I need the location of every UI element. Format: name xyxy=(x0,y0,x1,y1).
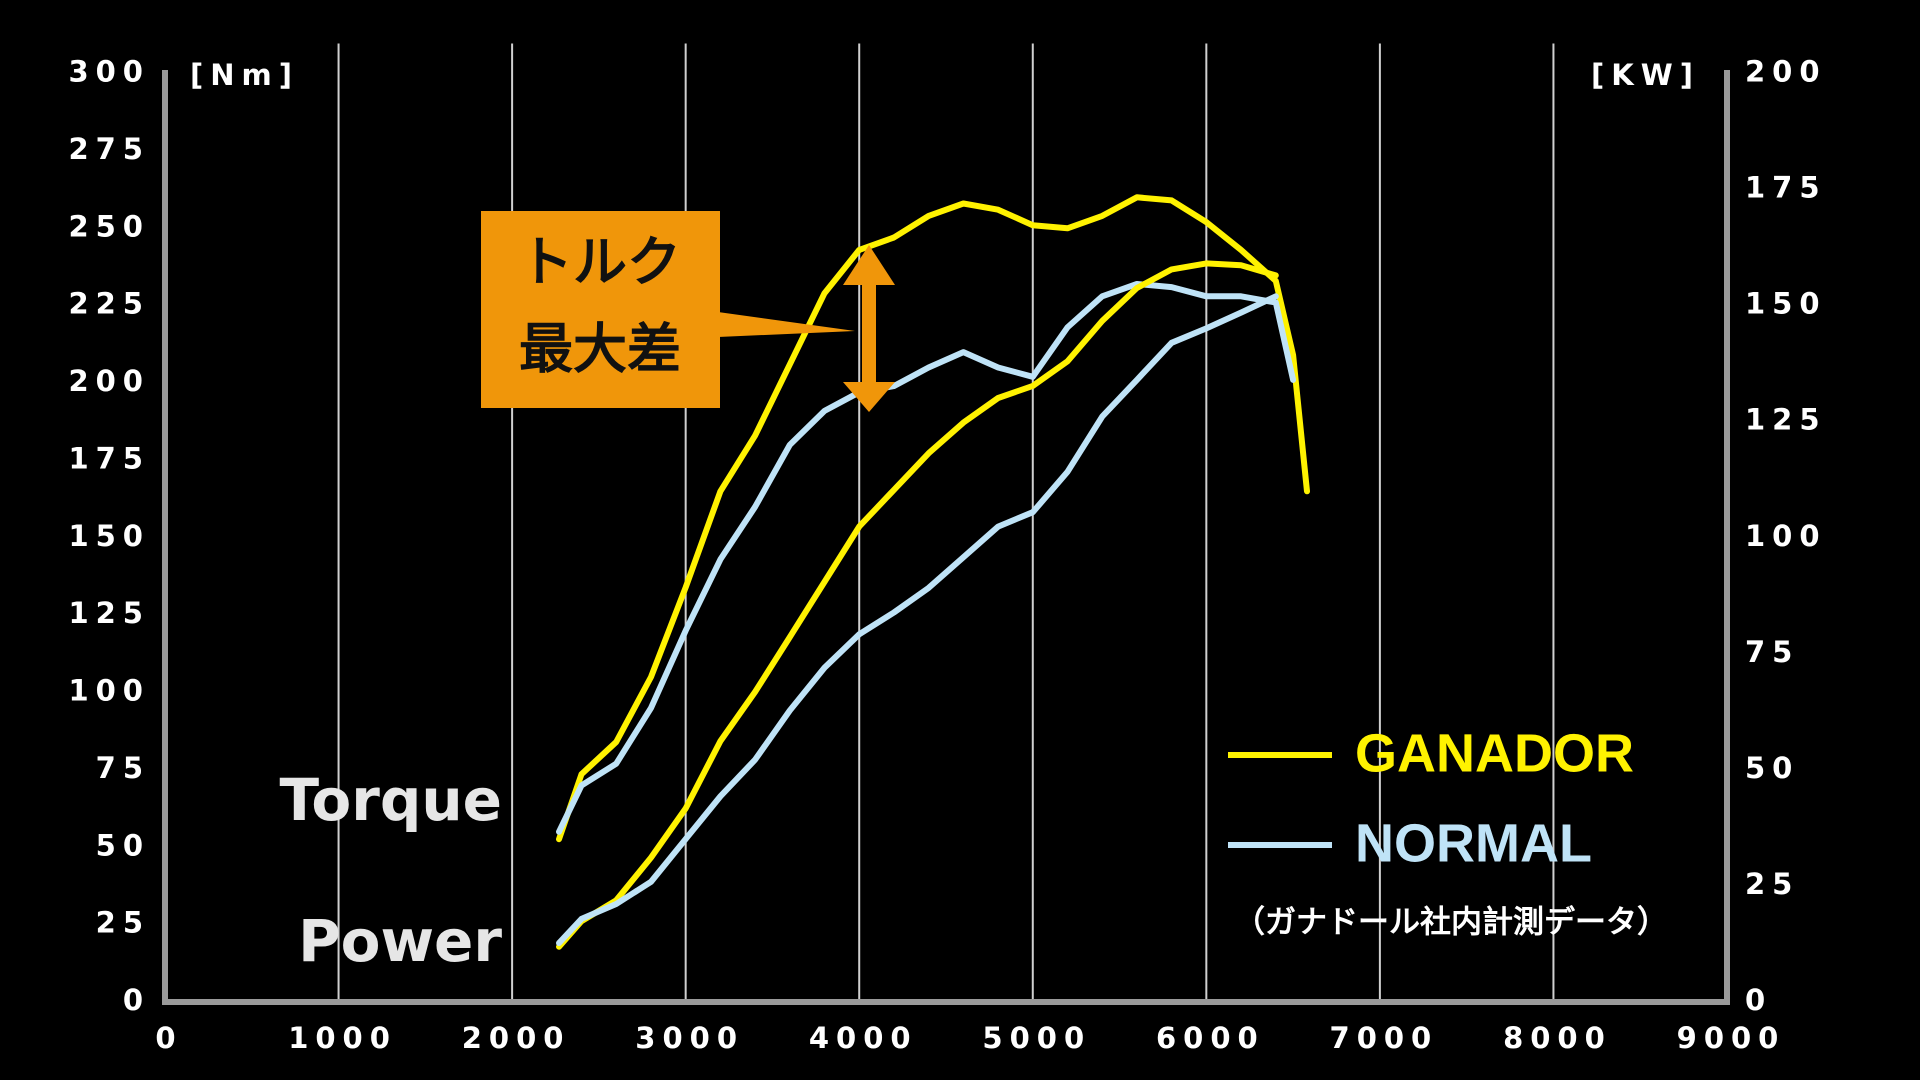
y-tick-label: 200 xyxy=(68,364,150,398)
y-axis-label: [Nm] xyxy=(190,58,299,92)
series-line xyxy=(556,194,1310,843)
series-line xyxy=(556,293,1279,946)
curve-label: Power xyxy=(298,907,502,975)
x-tick-label: 2000 xyxy=(462,1021,571,1055)
y-tick-label: 100 xyxy=(68,674,150,708)
annotation-arrowhead xyxy=(843,245,895,285)
series-line xyxy=(556,281,1297,835)
annotation-box xyxy=(481,211,720,408)
y-tick-label: 25 xyxy=(96,906,150,940)
y-tick-label: 50 xyxy=(96,828,150,862)
y2-tick-label: 100 xyxy=(1745,519,1827,553)
y-tick-label: 0 xyxy=(123,983,150,1017)
x-tick-label: 6000 xyxy=(1156,1021,1265,1055)
x-tick-label: 3000 xyxy=(635,1021,744,1055)
curve-label: Torque xyxy=(280,766,502,834)
y2-tick-label: 200 xyxy=(1745,55,1827,89)
grid xyxy=(337,43,1555,1002)
y2-axis-label: [KW] xyxy=(1591,58,1700,92)
y2-tick-label: 25 xyxy=(1745,867,1799,901)
y-tick-label: 275 xyxy=(68,132,150,166)
x-tick-label: 9000 xyxy=(1677,1021,1786,1055)
y-tick-label: 250 xyxy=(68,209,150,243)
y2-tick-label: 150 xyxy=(1745,287,1827,321)
x-tick-label: 0 xyxy=(155,1021,182,1055)
y2-tick-label: 75 xyxy=(1745,635,1799,669)
annotation-arrowhead xyxy=(843,382,895,412)
y-tick-label: 75 xyxy=(96,751,150,785)
x-tick-label: 7000 xyxy=(1330,1021,1439,1055)
y-tick-label: 300 xyxy=(68,55,150,89)
legend: GANADOR NORMAL xyxy=(1228,723,1634,873)
x-tick-label: 5000 xyxy=(982,1021,1091,1055)
series-line xyxy=(556,260,1279,950)
y-tick-label: 125 xyxy=(68,596,150,630)
y2-tick-label: 0 xyxy=(1745,983,1772,1017)
lines xyxy=(556,194,1310,950)
legend-label: GANADOR xyxy=(1355,723,1634,783)
y-tick-label: 225 xyxy=(68,287,150,321)
annotation-text: トルク xyxy=(519,231,681,294)
note: （ガナドール社内計測データ） xyxy=(1234,905,1668,941)
y-tick-label: 150 xyxy=(68,519,150,553)
y2-tick-label: 50 xyxy=(1745,751,1799,785)
annotation: トルク 最大差 xyxy=(481,211,895,412)
x-tick-label: 8000 xyxy=(1503,1021,1612,1055)
y2-tick-label: 125 xyxy=(1745,403,1827,437)
annotation-text: 最大差 xyxy=(519,318,681,381)
legend-label: NORMAL xyxy=(1355,813,1592,873)
annotation-pointer xyxy=(718,312,855,337)
y-tick-label: 175 xyxy=(68,441,150,475)
x-tick-label: 1000 xyxy=(288,1021,397,1055)
x-tick-label: 4000 xyxy=(809,1021,918,1055)
y2-tick-label: 175 xyxy=(1745,171,1827,205)
